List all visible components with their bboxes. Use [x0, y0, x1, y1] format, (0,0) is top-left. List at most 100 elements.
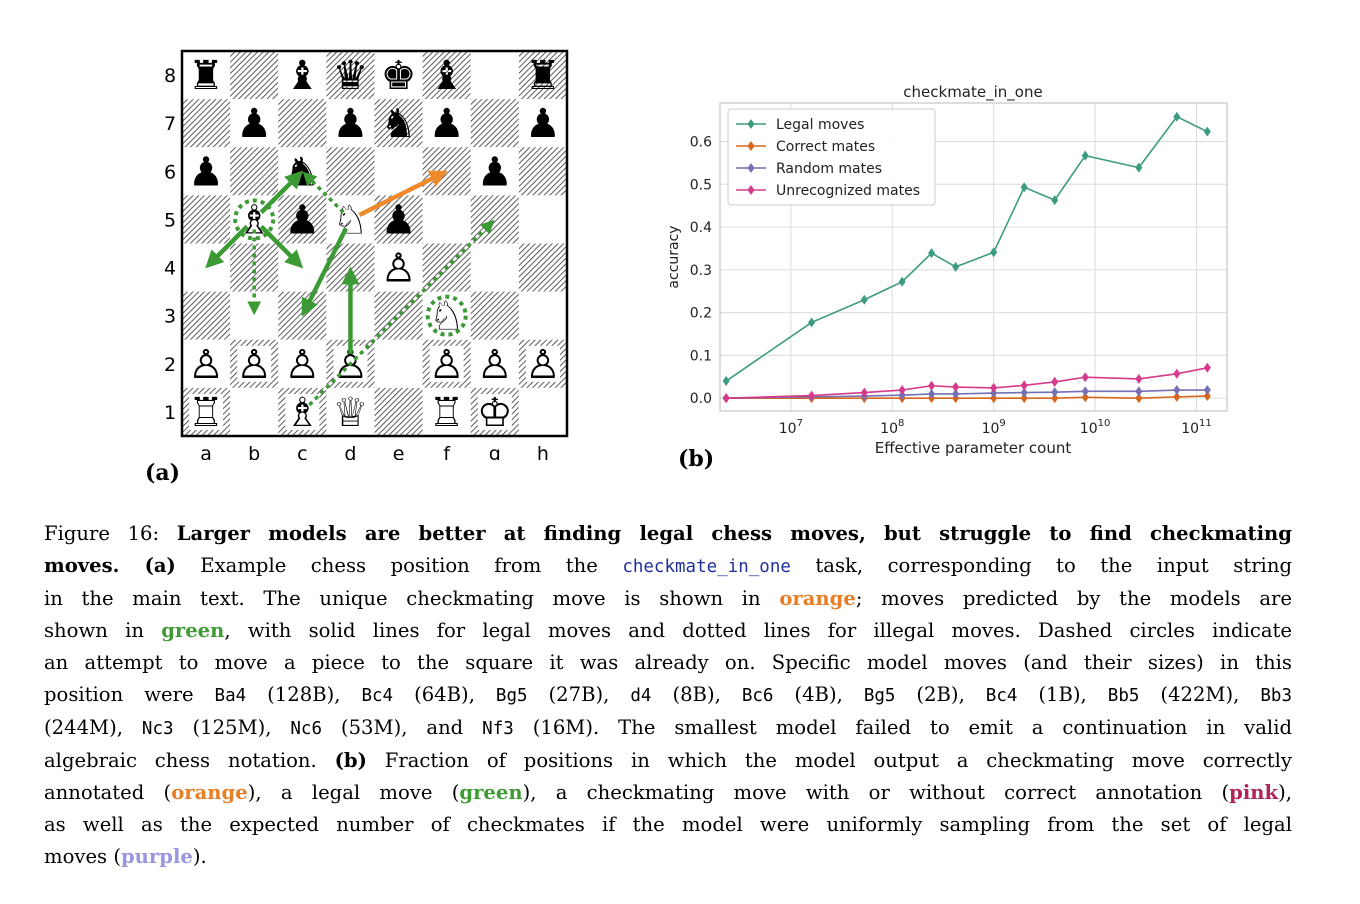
caption-segment: orange [779, 587, 856, 610]
caption-segment: Bb5 [1107, 686, 1140, 706]
y-tick-label: 0.6 [690, 135, 712, 151]
board-square [518, 291, 567, 340]
data-point [1081, 150, 1089, 161]
caption-line: moves. (a) Example chess position from t… [44, 550, 1292, 583]
data-point [1135, 373, 1143, 384]
board-square [374, 339, 423, 388]
x-tick-label: 107 [779, 418, 803, 437]
legend-label: Legal moves [776, 117, 864, 133]
chess-piece: ♙ [284, 342, 320, 388]
caption-segment: , with solid lines for legal moves and d… [224, 619, 1292, 642]
rank-label: 6 [164, 161, 176, 183]
dashed-circle [233, 198, 276, 241]
board-square [278, 291, 327, 340]
data-point [1173, 111, 1181, 122]
data-point [898, 390, 906, 401]
board-square [278, 99, 327, 148]
chess-piece: ♝ [429, 53, 465, 99]
y-tick-label: 0.0 [690, 391, 712, 407]
predicted-move-arrow [302, 171, 345, 214]
board-square [470, 195, 519, 244]
rank-label: 3 [164, 306, 176, 328]
caption-segment: (53M), and [322, 716, 483, 739]
board-square [470, 291, 519, 340]
y-tick-label: 0.3 [690, 263, 712, 279]
caption-segment: Bc6 [741, 686, 774, 706]
board-square [374, 387, 423, 436]
board-square [182, 51, 231, 100]
legend-label: Random mates [776, 161, 882, 177]
rank-label: 4 [164, 258, 176, 280]
data-point [952, 382, 960, 393]
caption-segment: annotated ( [44, 781, 172, 804]
chess-piece: ♛ [333, 53, 369, 99]
board-square [422, 147, 471, 196]
caption-segment: task, corresponding to the input string [790, 554, 1292, 577]
chess-piece: ♞ [381, 101, 417, 147]
caption-segment: (4B), [773, 683, 864, 706]
figure-caption: Figure 16: Larger models are better at f… [44, 518, 1292, 873]
caption-segment: (16M). The smallest model failed to emit… [513, 716, 1293, 739]
board-square [518, 99, 567, 148]
plot-frame [719, 102, 1228, 412]
data-point [990, 388, 998, 399]
y-axis-label: accuracy [666, 225, 682, 288]
chess-piece: ♙ [381, 246, 417, 292]
caption-segment: Bb3 [1260, 686, 1292, 706]
rank-label: 7 [164, 113, 176, 135]
rank-label: 1 [164, 402, 176, 424]
predicted-move-arrow [259, 224, 304, 269]
data-point [722, 376, 730, 387]
board-square [278, 195, 327, 244]
caption-segment: checkmate_in_one [622, 557, 791, 577]
board-square [230, 51, 279, 100]
board-square [230, 387, 279, 436]
caption-segment: pink [1229, 781, 1279, 804]
data-point [952, 261, 960, 272]
board-square [470, 99, 519, 148]
caption-segment: (2B), [895, 683, 986, 706]
caption-segment: Figure 16: [44, 522, 177, 545]
legend-marker [747, 141, 755, 151]
data-point [1081, 392, 1089, 403]
caption-segment: (244M), [44, 716, 142, 739]
caption-segment: purple [120, 845, 193, 868]
legend-marker [747, 185, 755, 195]
caption-segment: (422M), [1139, 683, 1261, 706]
x-axis-label: Effective parameter count [875, 439, 1072, 457]
chess-piece: ♜ [525, 53, 561, 99]
board-square [230, 243, 279, 292]
caption-segment: green [459, 781, 523, 804]
chess-piece: ♖ [188, 390, 224, 436]
chess-piece: ♟ [188, 149, 224, 195]
caption-line: algebraic chess notation. (b) Fraction o… [44, 745, 1292, 777]
file-label: e [393, 443, 405, 460]
board-square [182, 195, 231, 244]
data-point [1173, 385, 1181, 396]
board-circles [233, 198, 468, 337]
dashed-circle [425, 294, 468, 337]
rank-label: 2 [164, 354, 176, 376]
board-square [470, 51, 519, 100]
caption-segment: green [161, 619, 225, 642]
caption-segment: ), a checkmating move with or without co… [522, 781, 1230, 804]
caption-segment: Bg5 [495, 686, 528, 706]
caption-line: as well as the expected number of checkm… [44, 809, 1292, 841]
caption-segment: position were [44, 683, 215, 706]
chess-piece: ♙ [188, 342, 224, 388]
data-point [928, 380, 936, 391]
board-square [230, 291, 279, 340]
data-point [1203, 126, 1211, 137]
file-label: a [200, 443, 212, 460]
board-square [518, 51, 567, 100]
caption-segment: (1B), [1017, 683, 1108, 706]
data-point [990, 247, 998, 258]
data-point [808, 317, 816, 328]
chess-piece: ♟ [284, 197, 320, 243]
caption-segment: Nf3 [482, 719, 514, 739]
legend-label: Correct mates [776, 139, 875, 155]
board-square [374, 99, 423, 148]
caption-segment: ; moves predicted by the models are [855, 587, 1292, 610]
caption-segment: Example chess position from the [175, 554, 623, 577]
chess-piece: ♖ [429, 390, 465, 436]
